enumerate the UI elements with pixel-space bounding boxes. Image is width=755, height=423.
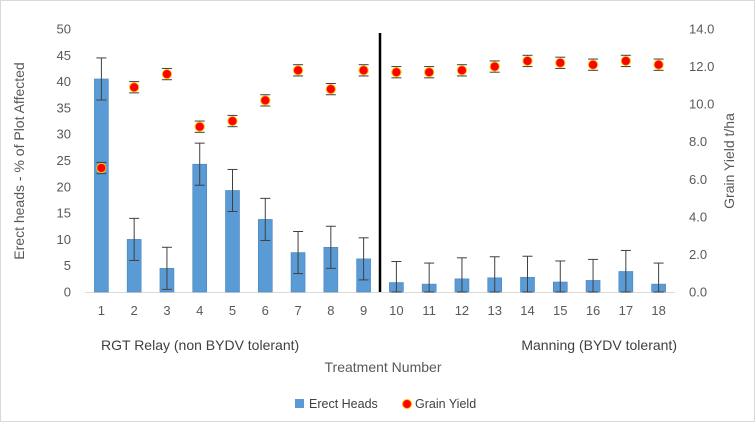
- point: [129, 82, 140, 93]
- y-right-axis-title: Grain Yield t/ha: [721, 113, 737, 209]
- y-right-tick-label: 14.0: [689, 22, 714, 37]
- point: [489, 61, 500, 72]
- legend-label-erect-heads: Erect Heads: [309, 397, 378, 411]
- y-right-tick-label: 10.0: [689, 97, 714, 112]
- point: [587, 59, 599, 70]
- y-right-tick-label: 2.0: [689, 247, 707, 262]
- left-axis-ticks: 0 5 10 15 20 25 30 35 40 45 50: [57, 22, 71, 300]
- point: [620, 55, 631, 67]
- x-tick-label: 5: [229, 303, 236, 318]
- bar-series-erect-heads: [94, 57, 666, 293]
- point: [456, 65, 468, 76]
- y-left-tick-label: 15: [57, 206, 71, 221]
- x-tick-label: 2: [131, 303, 138, 318]
- x-tick-label: 7: [294, 303, 301, 318]
- x-tick-label: 15: [553, 303, 567, 318]
- y-left-tick-label: 5: [64, 258, 71, 273]
- x-tick-label: 16: [586, 303, 600, 318]
- point: [424, 67, 435, 78]
- legend-label-grain-yield: Grain Yield: [415, 397, 476, 411]
- y-left-tick-label: 20: [57, 179, 71, 194]
- x-tick-label: 9: [360, 303, 367, 318]
- legend: Erect Heads Grain Yield: [295, 397, 476, 411]
- y-left-tick-label: 40: [57, 74, 71, 89]
- point: [260, 95, 271, 106]
- point: [325, 84, 336, 95]
- y-right-tick-label: 6.0: [689, 172, 707, 187]
- x-tick-label: 12: [455, 303, 469, 318]
- x-tick-label: 18: [651, 303, 665, 318]
- point: [391, 67, 402, 78]
- legend-swatch-erect-heads: [295, 399, 304, 408]
- point: [96, 162, 107, 174]
- point: [358, 65, 369, 76]
- point: [194, 121, 205, 132]
- y-left-tick-label: 45: [57, 48, 71, 63]
- y-right-tick-label: 4.0: [689, 209, 707, 224]
- x-tick-label: 8: [327, 303, 334, 318]
- point: [292, 65, 304, 76]
- legend-marker-grain-yield: [402, 399, 412, 409]
- x-tick-label: 1: [98, 303, 105, 318]
- y-left-tick-label: 50: [57, 22, 71, 37]
- scatter-series-grain-yield: [96, 54, 664, 175]
- point: [653, 59, 664, 70]
- x-tick-label: 17: [619, 303, 633, 318]
- point: [161, 68, 173, 80]
- x-tick-label: 4: [196, 303, 203, 318]
- y-left-axis-title: Erect heads - % of Plot Affected: [11, 62, 27, 259]
- y-left-tick-label: 0: [64, 285, 71, 300]
- y-left-tick-label: 35: [57, 100, 71, 115]
- x-axis-title: Treatment Number: [325, 359, 442, 375]
- x-tick-label: 10: [389, 303, 403, 318]
- x-tick-label: 14: [520, 303, 534, 318]
- point: [555, 57, 566, 68]
- y-left-tick-label: 25: [57, 153, 71, 168]
- group-label-left: RGT Relay (non BYDV tolerant): [101, 337, 299, 353]
- y-right-tick-label: 8.0: [689, 134, 707, 149]
- y-right-tick-label: 12.0: [689, 59, 714, 74]
- right-axis-ticks: 0.0 2.0 4.0 6.0 8.0 10.0 12.0 14.0: [689, 22, 714, 300]
- x-tick-label: 13: [487, 303, 501, 318]
- x-tick-label: 6: [262, 303, 269, 318]
- y-left-tick-label: 10: [57, 232, 71, 247]
- x-tick-label: 3: [163, 303, 170, 318]
- y-right-tick-label: 0.0: [689, 285, 707, 300]
- x-tick-label: 11: [422, 303, 436, 318]
- group-label-right: Manning (BYDV tolerant): [521, 337, 677, 353]
- point: [227, 115, 238, 127]
- x-axis: 1 2 3 4 5 6 7 8 9 10 11 12 13 14 15 16 17 18: [85, 292, 675, 318]
- point: [522, 55, 533, 67]
- y-left-tick-label: 30: [57, 127, 71, 142]
- bar: [94, 78, 109, 293]
